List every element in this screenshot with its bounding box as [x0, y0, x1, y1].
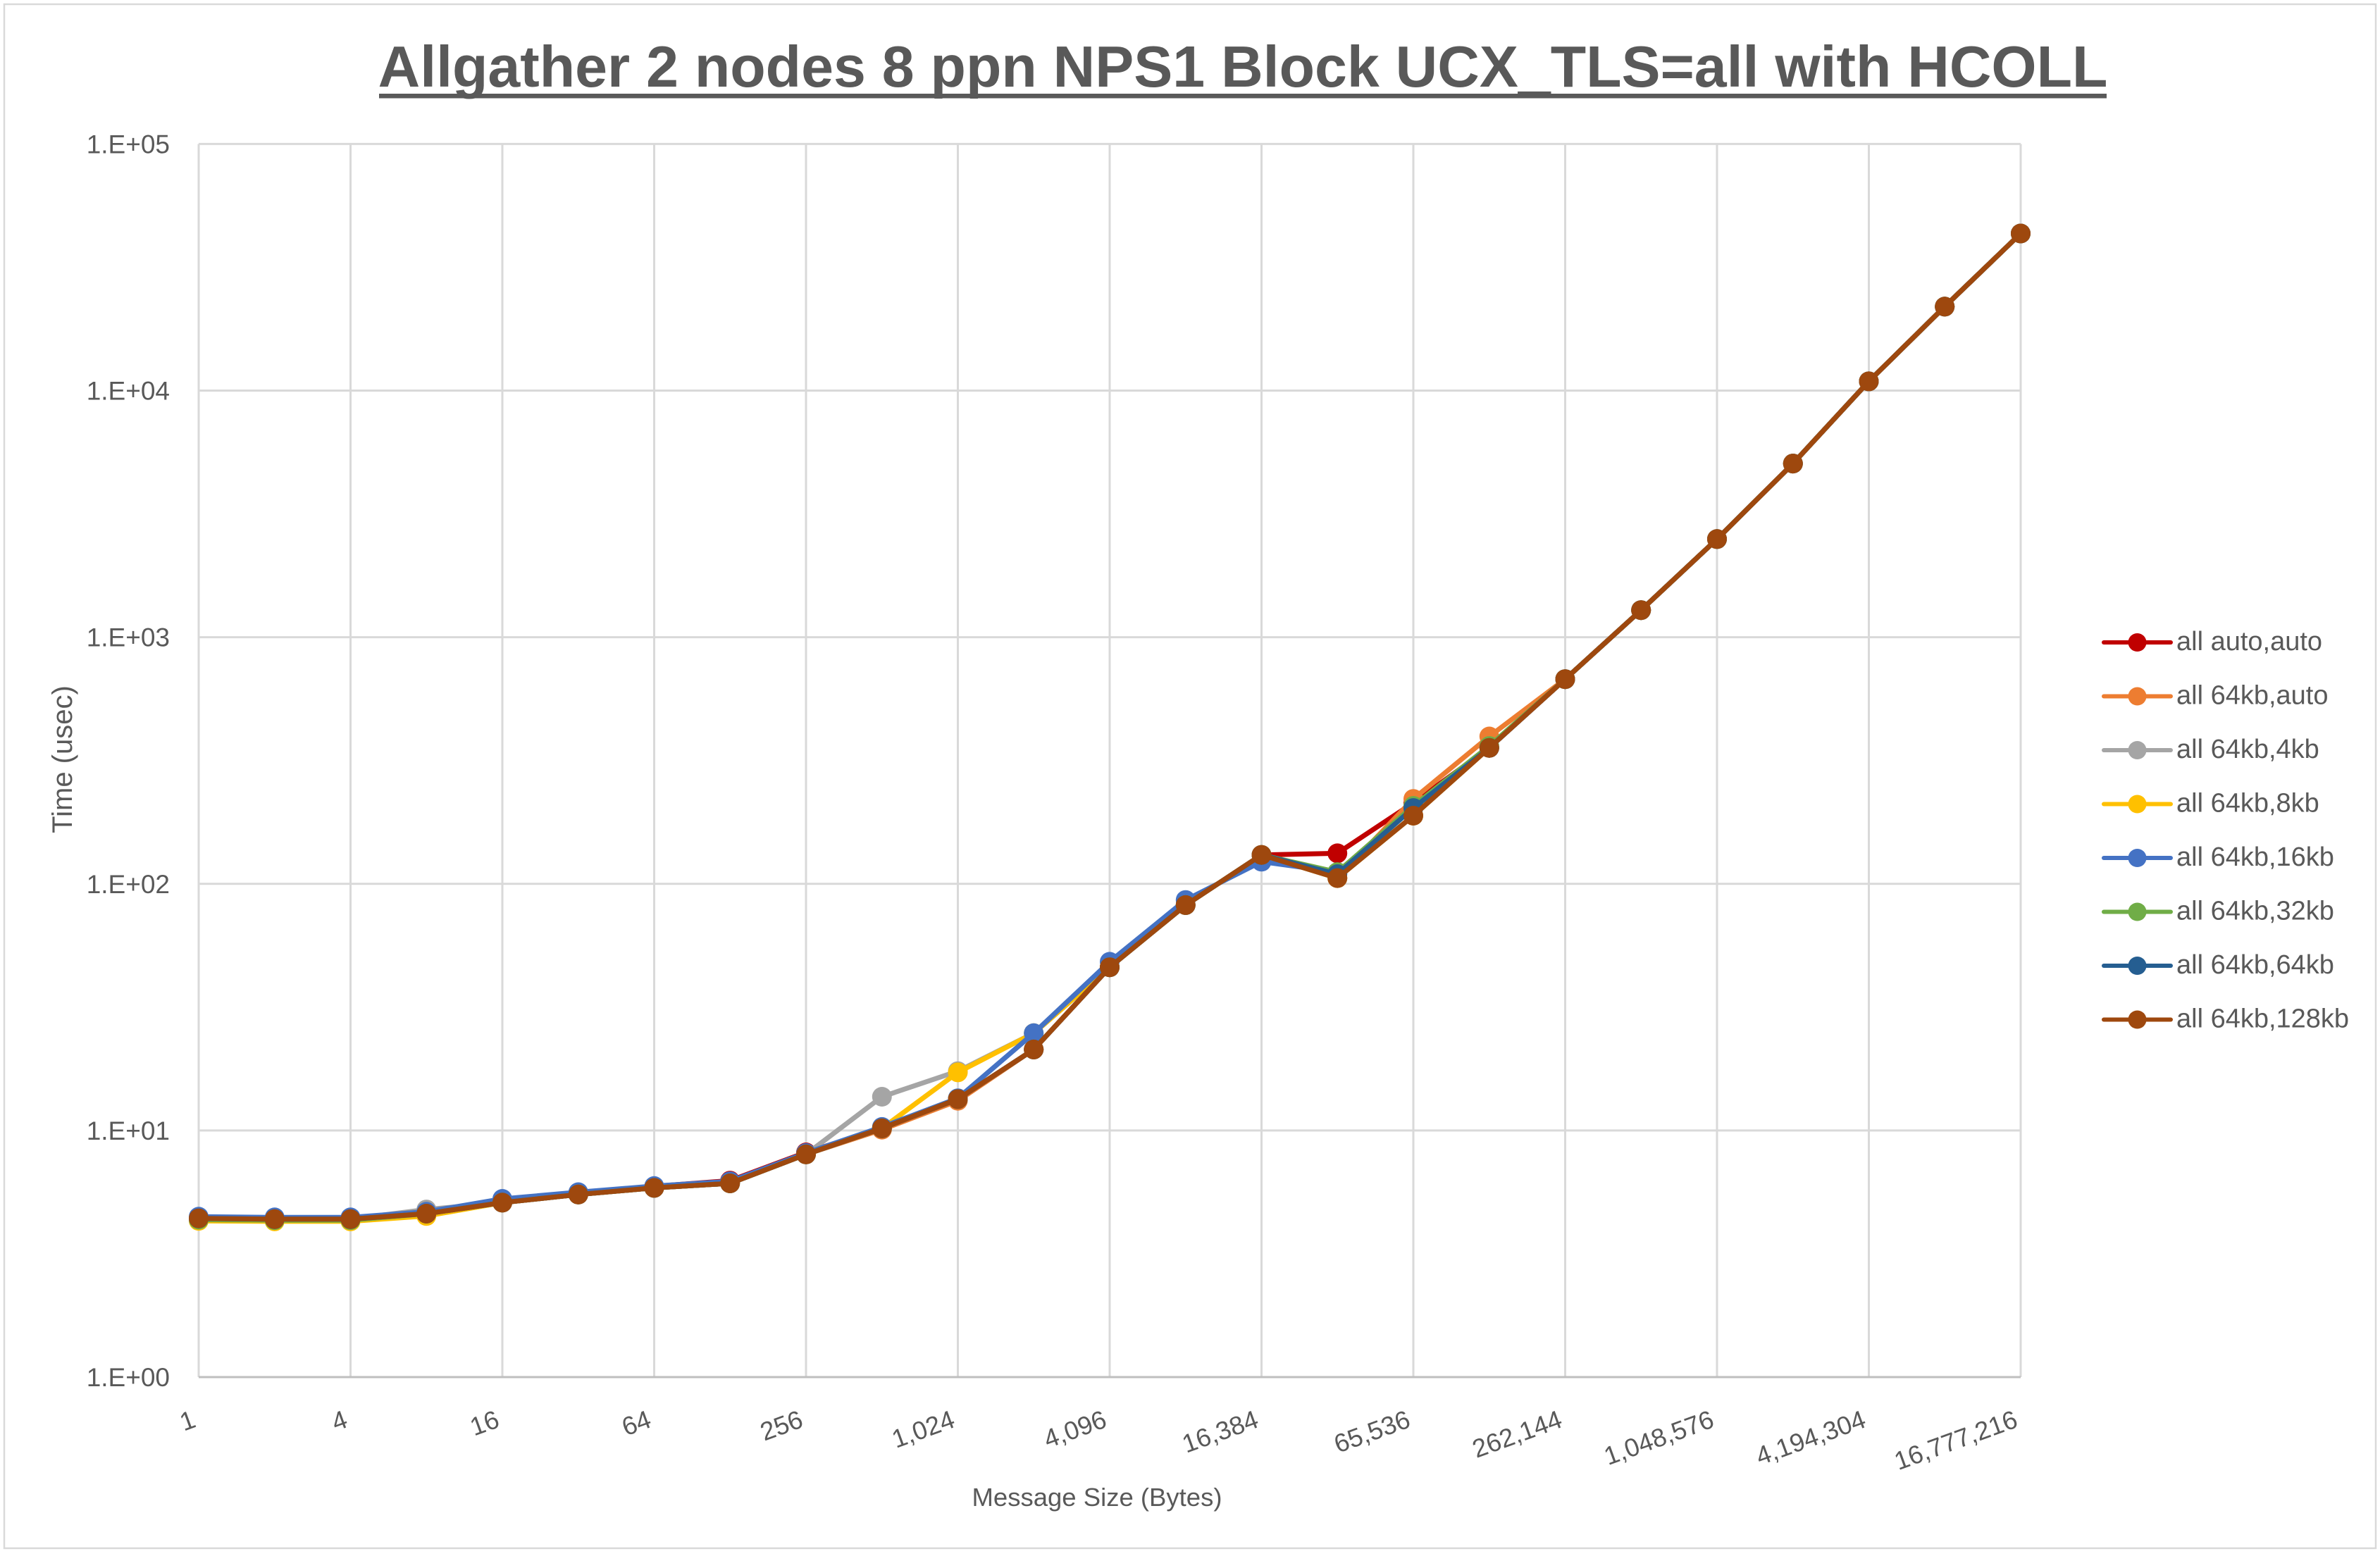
svg-text:1.E+02: 1.E+02 — [87, 870, 170, 899]
svg-text:all 64kb,64kb: all 64kb,64kb — [2176, 950, 2334, 980]
svg-text:all 64kb,16kb: all 64kb,16kb — [2176, 842, 2334, 872]
svg-text:all auto,auto: all auto,auto — [2176, 627, 2322, 656]
svg-text:all 64kb,32kb: all 64kb,32kb — [2176, 897, 2334, 926]
svg-text:1.E+00: 1.E+00 — [87, 1363, 170, 1392]
svg-text:Allgather 2 nodes 8 ppn NPS1 B: Allgather 2 nodes 8 ppn NPS1 Block UCX_T… — [378, 35, 2108, 99]
svg-text:Time (usec): Time (usec) — [47, 685, 78, 833]
svg-text:1.E+04: 1.E+04 — [87, 377, 170, 406]
svg-text:all 64kb,4kb: all 64kb,4kb — [2176, 735, 2319, 764]
svg-text:1.E+01: 1.E+01 — [87, 1116, 170, 1145]
svg-text:all 64kb,auto: all 64kb,auto — [2176, 681, 2329, 711]
svg-text:1.E+03: 1.E+03 — [87, 623, 170, 652]
svg-text:Message Size (Bytes): Message Size (Bytes) — [972, 1483, 1222, 1512]
svg-text:all 64kb,8kb: all 64kb,8kb — [2176, 789, 2319, 819]
svg-text:1.E+05: 1.E+05 — [87, 130, 170, 158]
svg-text:all 64kb,128kb: all 64kb,128kb — [2176, 1004, 2349, 1034]
